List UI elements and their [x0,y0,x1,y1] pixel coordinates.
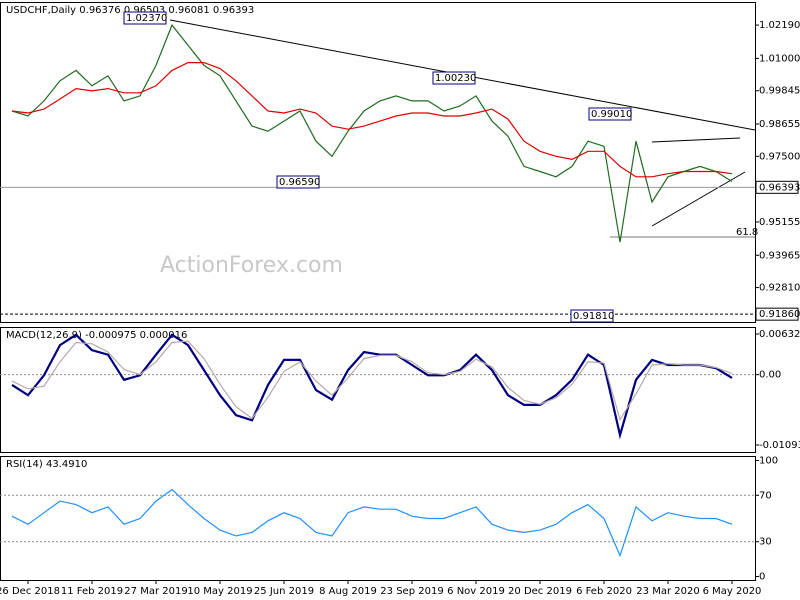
annotation-box [123,11,167,25]
x-tick-label: 27 Mar 2019 [124,586,187,597]
y-tick-label: 0.006321 [759,329,800,340]
annotation-box [276,175,320,189]
annotation: 0.96590 [279,177,320,188]
level-box [755,180,799,194]
chart-title: USDCHF,Daily 0.96376 0.96503 0.96081 0.9… [6,5,254,16]
macd-panel [0,327,756,453]
series-line [11,340,733,422]
annotation: 1.02370 [126,13,167,24]
price-panel [0,2,756,323]
x-tick-label: 23 Mar 2020 [636,586,699,597]
x-tick-label: 6 Feb 2020 [576,586,632,597]
rsi-title: RSI(14) 43.4910 [6,459,87,470]
triangle-lower [651,171,746,227]
x-tick-label: 25 Jun 2019 [254,586,314,597]
x-tick-label: 11 Feb 2019 [61,586,123,597]
y-tick-label: 0.93965 [759,250,800,261]
series-line [11,23,733,243]
annotation: 0.91810 [573,311,614,322]
y-tick-label: 0.00 [759,370,781,381]
x-tick-label: 6 Nov 2019 [447,586,505,597]
x-tick-label: 26 Dec 2018 [0,586,60,597]
annotation: 1.00230 [435,73,476,84]
y-tick-label: 0 [759,572,765,583]
y-tick-label: 0.97500 [759,151,800,162]
y-tick-label: 0.99845 [759,86,800,97]
y-tick-label: 1.01000 [759,53,800,64]
y-tick-label: 0.92810 [759,283,800,294]
y-tick-label: 0.95155 [759,217,800,228]
x-tick-label: 10 May 2019 [187,586,252,597]
y-tick-label: 30 [759,537,772,548]
triangle-upper [651,137,741,143]
annotation: 61.8 [736,227,758,238]
x-tick-label: 23 Sep 2019 [380,586,443,597]
annotation-box [432,71,476,85]
y-tick-label: 0.98655 [759,119,800,130]
series-line [11,488,733,558]
y-tick-label: 1.02190 [759,20,800,31]
y-tick-label: 70 [759,490,772,501]
level-box [755,307,799,321]
annotation-box [588,107,632,121]
y-tick-label: 100 [759,455,778,466]
rsi-panel [0,456,756,581]
y-tick-label: -0.010939 [759,440,800,451]
series-line [11,62,733,178]
annotation: 0.99010 [591,109,632,120]
x-tick-label: 20 Dec 2019 [508,586,572,597]
x-tick-label: 6 May 2020 [703,586,762,597]
macd-title: MACD(12,26,9) -0.000975 0.000016 [6,330,187,341]
series-line [11,333,733,440]
x-tick-label: 8 Aug 2019 [319,586,377,597]
annotation-box [570,309,614,323]
watermark: ActionForex.com [160,253,343,278]
level-label: 0.91860 [759,309,800,320]
level-label: 0.96393 [759,182,800,193]
